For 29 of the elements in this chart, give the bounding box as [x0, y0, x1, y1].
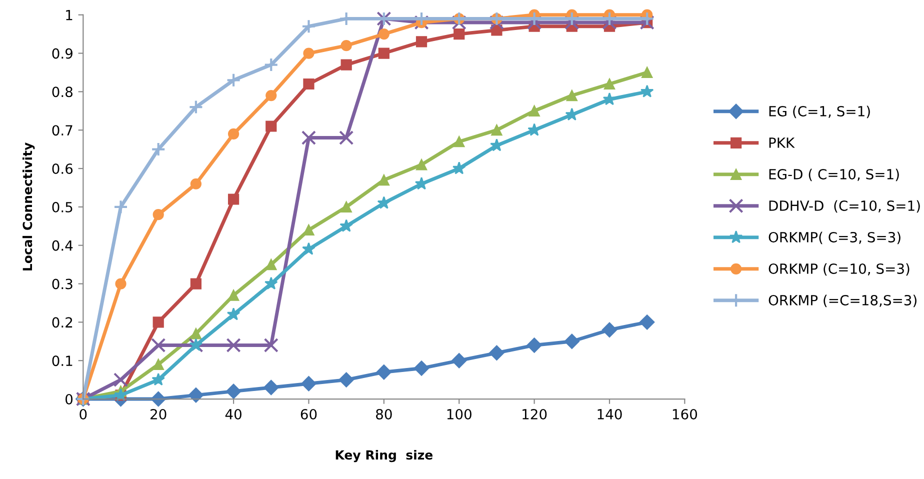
y-axis-title: Local Connectivity	[22, 142, 35, 270]
legend-label: PKK	[769, 138, 795, 148]
y-tick-label: 0.3	[52, 278, 72, 290]
x-tick-label: 0	[80, 408, 87, 420]
y-tick-label: 0.5	[52, 202, 72, 212]
x-tick-label: 80	[376, 408, 392, 420]
y-tick-label: 0.6	[52, 163, 73, 174]
x-tick-label: 60	[300, 408, 317, 420]
legend-label: EG-D ( C=10, S=1)	[769, 168, 899, 182]
legend-label: EG (C=1, S=1)	[769, 106, 870, 118]
x-tick-label: 100	[447, 408, 472, 420]
legend-label: ORKMP (C=10, S=3)	[768, 263, 910, 276]
x-tick-label: 40	[225, 408, 242, 420]
y-tick-label: 0.4	[52, 240, 73, 251]
y-tick-label: 0.8	[52, 86, 72, 98]
x-axis-title: Key Ring size	[336, 450, 433, 462]
x-tick-label: 140	[598, 408, 622, 420]
y-tick-label: 0.1	[52, 356, 72, 366]
y-tick-label: 0	[66, 394, 73, 404]
legend-label: ORKMP( C=3, S=3)	[768, 232, 900, 244]
x-tick-label: 160	[672, 408, 698, 420]
y-tick-label: 0.9	[52, 48, 72, 59]
legend-label: ORKMP (=C=18,S=3)	[768, 294, 916, 308]
y-tick-label: 1	[66, 10, 72, 20]
x-tick-label: 120	[522, 408, 547, 420]
y-tick-label: 0.2	[52, 317, 72, 328]
x-tick-label: 20	[150, 408, 166, 420]
y-tick-label: 0.7	[52, 125, 72, 136]
legend-label: DDHV-D (C=10, S=1)	[769, 200, 920, 213]
